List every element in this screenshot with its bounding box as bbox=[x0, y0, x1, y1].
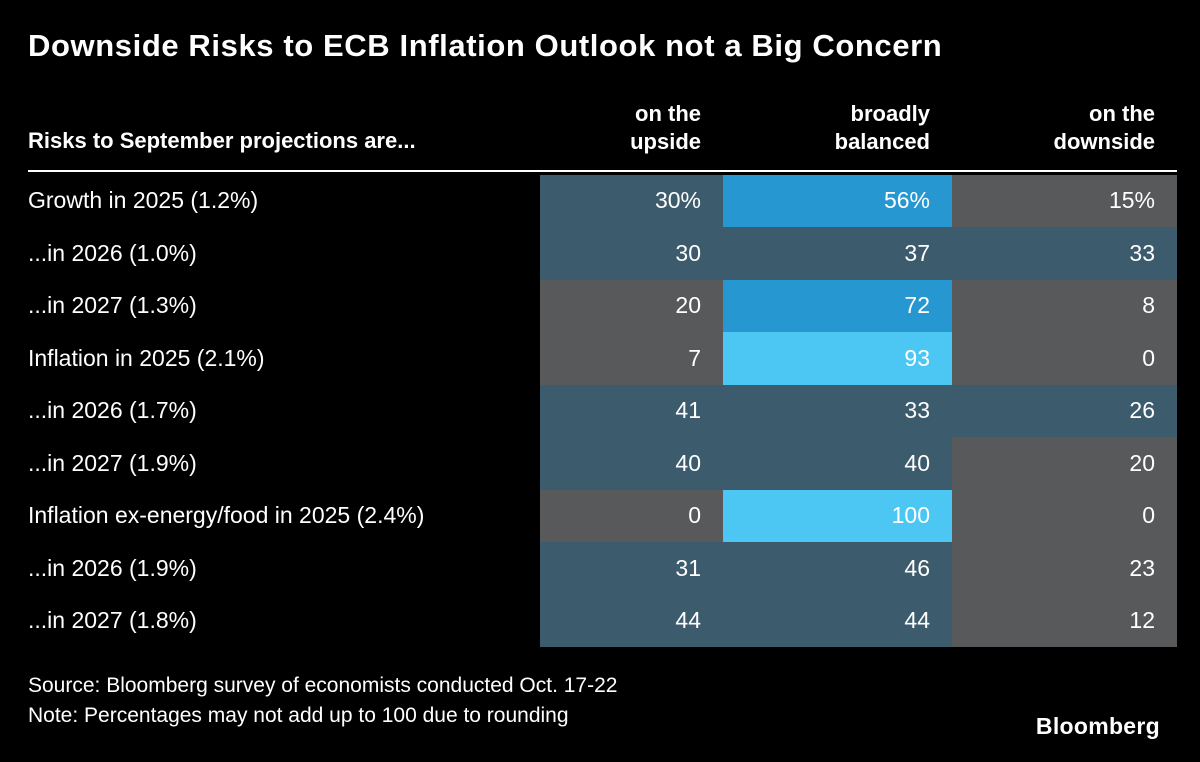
table-row: ...in 2026 (1.9%) 31 46 23 bbox=[28, 542, 1177, 595]
table-row: ...in 2026 (1.0%) 30 37 33 bbox=[28, 227, 1177, 280]
heatmap-cell: 93 bbox=[723, 332, 952, 385]
row-label: ...in 2026 (1.7%) bbox=[28, 397, 197, 424]
heatmap-cell: 23 bbox=[952, 542, 1177, 595]
row-label: ...in 2027 (1.9%) bbox=[28, 449, 197, 476]
heatmap-cell: 44 bbox=[540, 594, 723, 648]
heatmap-cell: 33 bbox=[723, 384, 952, 438]
heatmap-cell: 30 bbox=[540, 227, 723, 280]
heatmap-cell: 7 bbox=[540, 332, 723, 385]
heatmap-table: Growth in 2025 (1.2%) 30% 56% 15% ...in 2026… bbox=[28, 174, 1177, 648]
heatmap-cell: 8 bbox=[952, 279, 1177, 333]
heatmap-cell: 56% bbox=[723, 174, 952, 228]
row-label: Growth in 2025 (1.2%) bbox=[28, 187, 259, 214]
table-row: ...in 2026 (1.7%) 41 33 26 bbox=[28, 384, 1177, 438]
heatmap-cell: 30% bbox=[540, 174, 723, 228]
row-label: ...in 2026 (1.0%) bbox=[28, 239, 197, 266]
column-header-upside-line2: upside bbox=[630, 128, 701, 154]
heatmap-cell: 46 bbox=[723, 542, 952, 595]
chart-footer: Source: Bloomberg survey of economists c… bbox=[28, 671, 1177, 732]
column-header-downside-line2: downside bbox=[1053, 128, 1155, 154]
heatmap-cell: 0 bbox=[952, 332, 1177, 385]
table-row: ...in 2027 (1.8%) 44 44 12 bbox=[28, 594, 1177, 648]
heatmap-cell: 100 bbox=[723, 489, 952, 543]
heatmap-cell: 26 bbox=[952, 384, 1177, 438]
heatmap-cell: 41 bbox=[540, 384, 723, 438]
row-label: Inflation in 2025 (2.1%) bbox=[28, 344, 265, 371]
header-divider bbox=[28, 169, 1177, 172]
heatmap-cell: 0 bbox=[952, 489, 1177, 543]
row-label: Inflation ex-energy/food in 2025 (2.4%) bbox=[28, 502, 425, 529]
rounding-note: Note: Percentages may not add up to 100 … bbox=[28, 704, 569, 728]
heatmap-cell: 20 bbox=[540, 279, 723, 333]
row-label: ...in 2026 (1.9%) bbox=[28, 554, 197, 581]
column-header-upside: on the upside bbox=[540, 100, 723, 156]
table-header: Risks to September projections are... on… bbox=[28, 100, 1177, 170]
heatmap-cell: 72 bbox=[723, 279, 952, 333]
row-label: ...in 2027 (1.8%) bbox=[28, 607, 197, 634]
bloomberg-logo: Bloomberg bbox=[1035, 713, 1160, 739]
table-row: Inflation in 2025 (2.1%) 7 93 0 bbox=[28, 332, 1177, 385]
heatmap-cell: 40 bbox=[723, 437, 952, 490]
table-row: ...in 2027 (1.3%) 20 72 8 bbox=[28, 279, 1177, 333]
column-header-upside-line1: on the bbox=[635, 100, 701, 126]
row-label: ...in 2027 (1.3%) bbox=[28, 292, 197, 319]
row-header-label: Risks to September projections are... bbox=[28, 127, 416, 153]
table-row: ...in 2027 (1.9%) 40 40 20 bbox=[28, 437, 1177, 490]
column-header-balanced-line1: broadly bbox=[850, 100, 930, 126]
chart-title: Downside Risks to ECB Inflation Outlook … bbox=[28, 28, 943, 63]
heatmap-cell: 0 bbox=[540, 489, 723, 543]
heatmap-cell: 15% bbox=[952, 174, 1177, 228]
column-header-balanced-line2: balanced bbox=[834, 128, 930, 154]
column-header-downside-line1: on the bbox=[1089, 100, 1155, 126]
source-note: Source: Bloomberg survey of economists c… bbox=[28, 674, 618, 698]
table-row: Growth in 2025 (1.2%) 30% 56% 15% bbox=[28, 174, 1177, 228]
heatmap-cell: 37 bbox=[723, 227, 952, 280]
column-header-downside: on the downside bbox=[952, 100, 1177, 156]
heatmap-cell: 12 bbox=[952, 594, 1177, 648]
heatmap-cell: 44 bbox=[723, 594, 952, 648]
heatmap-cell: 31 bbox=[540, 542, 723, 595]
heatmap-cell: 33 bbox=[952, 227, 1177, 280]
column-header-balanced: broadly balanced bbox=[723, 100, 952, 156]
heatmap-cell: 40 bbox=[540, 437, 723, 490]
table-row: Inflation ex-energy/food in 2025 (2.4%) 0… bbox=[28, 489, 1177, 543]
heatmap-cell: 20 bbox=[952, 437, 1177, 490]
